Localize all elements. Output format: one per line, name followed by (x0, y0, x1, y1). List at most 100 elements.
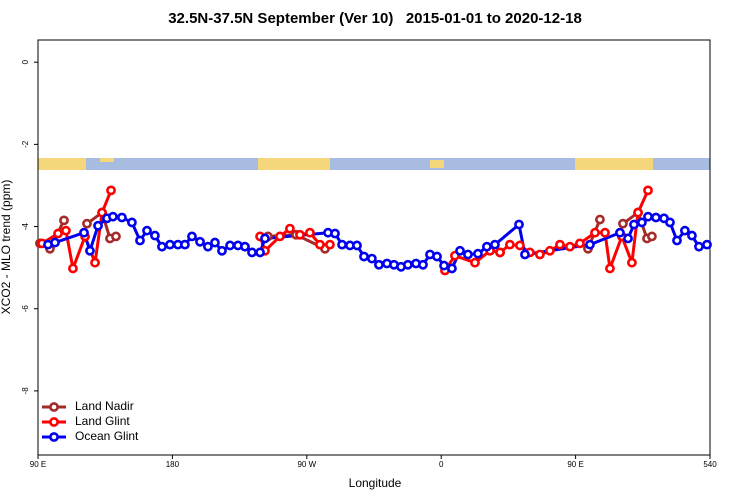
point (618, 218, 628, 229)
point (672, 235, 682, 246)
point (504, 239, 515, 250)
point (82, 218, 92, 229)
point (514, 240, 525, 251)
point (702, 239, 712, 250)
point (615, 227, 625, 238)
point (187, 231, 197, 242)
x-tick-label: 90 W (297, 460, 316, 469)
point (605, 263, 615, 274)
point (195, 236, 205, 247)
point (629, 219, 639, 230)
point (647, 231, 657, 242)
legend-marker (49, 402, 59, 412)
point (439, 260, 449, 271)
point (402, 259, 413, 270)
point (600, 227, 610, 238)
point (463, 249, 473, 260)
x-axis-label: Longitude (349, 476, 402, 490)
point (217, 245, 227, 256)
x-tick-label: 0 (439, 460, 444, 469)
point (225, 240, 235, 251)
y-tick-label: -6 (21, 305, 30, 313)
point (520, 249, 530, 260)
series-line (41, 189, 650, 272)
point (247, 247, 257, 258)
chart-title: 32.5N-37.5N September (Ver 10) 2015-01-0… (168, 10, 582, 27)
point (53, 228, 63, 239)
y-tick-label: -2 (21, 140, 30, 148)
point (255, 247, 265, 258)
point (687, 230, 697, 241)
point (643, 185, 653, 196)
point (203, 241, 213, 252)
land-strip (430, 160, 444, 168)
legend-marker (49, 417, 59, 427)
point (651, 212, 661, 223)
y-tick-label: -8 (21, 387, 30, 395)
point (514, 219, 524, 230)
y-tick-label: -4 (21, 222, 30, 230)
point (337, 239, 347, 250)
legend-label: Land Nadir (75, 399, 134, 413)
x-tick-label: 90 E (30, 460, 46, 469)
point (665, 217, 675, 228)
point (180, 239, 190, 250)
point (545, 245, 555, 256)
point (285, 223, 295, 234)
point (495, 247, 505, 258)
point (108, 211, 118, 222)
plot-frame (37, 39, 711, 456)
point (585, 239, 595, 250)
legend-marker (49, 432, 59, 442)
point (157, 241, 167, 252)
point (295, 229, 305, 240)
point (150, 230, 160, 241)
point (93, 220, 103, 231)
point (315, 239, 325, 250)
point (637, 217, 647, 228)
legend-label: Land Glint (75, 414, 130, 428)
point (490, 239, 500, 250)
point (111, 231, 121, 242)
point (97, 207, 107, 218)
x-tick-label: 540 (703, 460, 717, 469)
point (325, 239, 335, 250)
land-strip (100, 158, 114, 162)
point (694, 241, 704, 252)
point (85, 245, 95, 256)
point (633, 207, 643, 218)
point (90, 257, 100, 268)
point (117, 212, 127, 223)
point (623, 233, 633, 244)
point (535, 249, 545, 260)
point (455, 245, 465, 256)
point (359, 251, 369, 262)
point (127, 217, 137, 228)
x-tick-label: 180 (166, 460, 180, 469)
point (555, 239, 565, 250)
point (481, 241, 492, 252)
point (432, 251, 442, 262)
point (575, 238, 585, 249)
point (59, 215, 69, 226)
point (275, 231, 285, 242)
ocean-strip (38, 158, 710, 170)
point (418, 259, 428, 270)
point (240, 241, 250, 252)
point (305, 227, 315, 238)
point (590, 227, 600, 238)
point (68, 263, 78, 274)
land-strip (258, 158, 330, 170)
point (165, 239, 175, 250)
point (50, 237, 60, 248)
point (595, 214, 605, 225)
point (61, 225, 71, 236)
point (210, 237, 220, 248)
legend-label: Ocean Glint (75, 429, 139, 443)
point (374, 259, 384, 270)
x-tick-label: 90 E (567, 460, 583, 469)
point (79, 227, 89, 238)
point (626, 257, 637, 268)
point (106, 185, 116, 196)
